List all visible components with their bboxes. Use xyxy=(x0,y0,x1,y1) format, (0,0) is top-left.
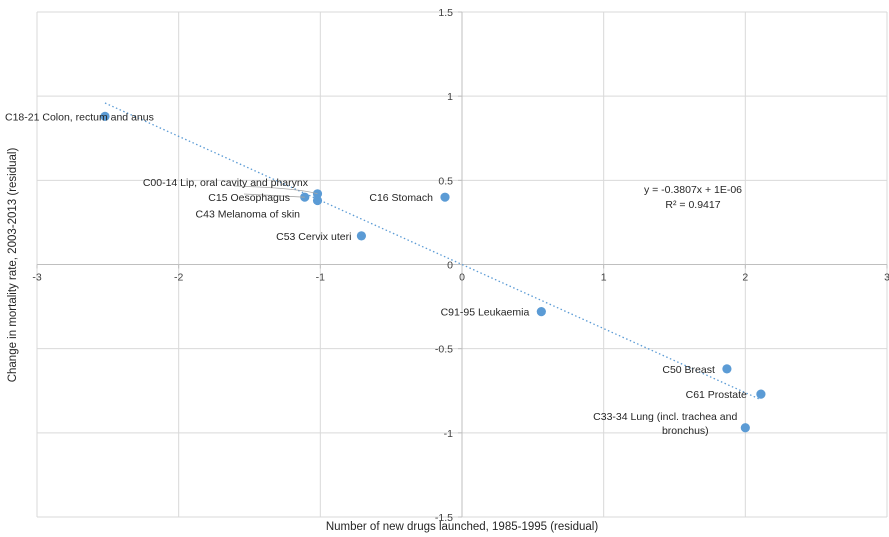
point-label-3: C43 Melanoma of skin xyxy=(196,209,301,221)
axes xyxy=(36,11,888,518)
y-tick-label: 1.5 xyxy=(438,7,453,19)
y-tick-label: 0.5 xyxy=(438,175,453,187)
tick-labels: -3 -2 -1 0 1 2 3 1.5 1 0.5 0 -0.5 -1 -1.5 xyxy=(32,7,889,524)
point-label-0: C18-21 Colon, rectum and anus xyxy=(5,111,154,123)
y-tick-label: 1 xyxy=(447,91,453,103)
point-label-7: C50 Breast xyxy=(662,364,715,376)
point-label-5: C53 Cervix uteri xyxy=(276,231,351,243)
x-tick-label: 1 xyxy=(601,272,607,284)
x-axis-title: Number of new drugs launched, 1985-1995 … xyxy=(326,521,598,533)
point-label-2: C15 Oesophagus xyxy=(208,192,290,204)
point-label-6: C91-95 Leukaemia xyxy=(441,307,530,319)
data-point-7 xyxy=(722,364,732,374)
data-point-9 xyxy=(740,423,750,433)
leader-line-0 xyxy=(233,185,318,195)
point-label-4: C16 Stomach xyxy=(369,192,433,204)
point-label-1: C00-14 Lip, oral cavity and pharynx xyxy=(143,177,309,189)
x-tick-label: 3 xyxy=(884,272,889,284)
y-axis-title: Change in mortality rate, 2003-2013 (res… xyxy=(7,148,19,383)
x-tick-label: 2 xyxy=(742,272,748,284)
point-labels-layer: C18-21 Colon, rectum and anus C00-14 Lip,… xyxy=(5,111,747,436)
data-point-4 xyxy=(440,192,450,202)
data-point-3 xyxy=(312,195,323,206)
data-point-5 xyxy=(356,231,367,241)
data-point-6 xyxy=(536,307,546,317)
y-tick-label: -1.5 xyxy=(435,512,453,524)
x-tick-label: 0 xyxy=(459,272,465,284)
point-label-9: C33-34 Lung (incl. trachea and bronchus) xyxy=(593,411,737,437)
points-layer xyxy=(100,111,766,433)
trendline-r-squared: R² = 0.9417 xyxy=(665,199,720,211)
y-tick-label: -0.5 xyxy=(435,344,453,356)
x-tick-label: -2 xyxy=(174,272,183,284)
y-tick-label: 0 xyxy=(447,260,453,272)
trendline xyxy=(104,102,762,401)
point-label-8: C61 Prostate xyxy=(686,389,747,401)
data-point-0 xyxy=(100,111,110,121)
trendline-equation: y = -0.3807x + 1E-06 xyxy=(644,184,742,196)
leader-line-1 xyxy=(243,193,305,198)
y-tick-label: -1 xyxy=(444,428,453,440)
x-tick-label: -1 xyxy=(316,272,325,284)
trendline-layer xyxy=(104,102,762,401)
x-tick-label: -3 xyxy=(32,272,41,284)
data-point-8 xyxy=(756,389,766,399)
